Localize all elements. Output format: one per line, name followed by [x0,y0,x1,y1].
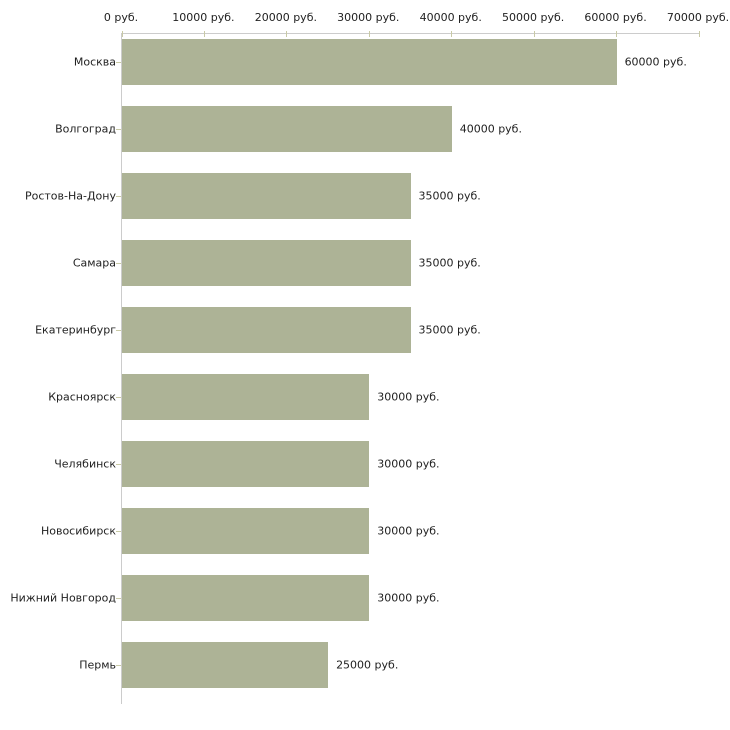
value-label: 30000 руб. [377,390,440,404]
x-tick-label: 50000 руб. [502,11,565,24]
bar [122,508,370,554]
value-label: 35000 руб. [418,189,481,203]
y-tick-mark [116,330,121,331]
x-axis: 0 руб. 10000 руб. 20000 руб. 30000 руб. 4000… [0,0,730,33]
x-tick-mark [616,31,618,37]
y-tick-mark [116,263,121,264]
value-label: 60000 руб. [624,55,687,69]
bar-row: Волгоград 40000 руб. [55,101,699,168]
value-label: 25000 руб. [336,658,399,672]
x-tick-label: 10000 руб. [172,11,235,24]
x-tick-label: 40000 руб. [419,11,482,24]
bar [122,39,617,85]
y-tick-mark [116,665,121,666]
bar-row: Новосибирск 30000 руб. [41,503,699,570]
category-label: Красноярск [48,390,116,404]
value-label: 30000 руб. [377,457,440,471]
value-label: 35000 руб. [418,323,481,337]
x-tick-label: 20000 руб. [254,11,317,24]
bar-row: Москва 60000 руб. [74,34,699,101]
x-tick-mark [121,31,123,37]
bar-row: Пермь 25000 руб. [79,637,699,704]
bar [122,374,370,420]
bar [122,106,452,152]
bar [122,307,411,353]
bar [122,441,370,487]
y-tick-mark [116,129,121,130]
bar [122,575,370,621]
bar [122,642,329,688]
category-label: Ростов-На-Дону [24,189,116,203]
bar-row: Екатеринбург 35000 руб. [35,302,699,369]
y-tick-mark [116,196,121,197]
x-tick-mark [286,31,288,37]
x-tick-label: 30000 руб. [337,11,400,24]
value-label: 35000 руб. [418,256,481,270]
category-label: Челябинск [54,457,116,471]
category-label: Новосибирск [40,524,116,538]
x-tick-mark [533,31,535,37]
category-label: Москва [73,55,116,69]
x-tick-label: 60000 руб. [584,11,647,24]
category-label: Самара [72,256,116,270]
y-tick-mark [116,62,121,63]
y-tick-mark [116,397,121,398]
value-label: 40000 руб. [459,122,522,136]
category-label: Волгоград [55,122,116,136]
bar-row: Красноярск 30000 руб. [48,369,699,436]
value-label: 30000 руб. [377,591,440,605]
bar-row: Ростов-На-Дону 35000 руб. [25,168,699,235]
x-tick-mark [203,31,205,37]
bar-row: Нижний Новгород 30000 руб. [10,570,699,637]
x-tick-mark [368,31,370,37]
bar [122,173,411,219]
y-tick-mark [116,531,121,532]
category-label: Пермь [79,658,116,672]
bar-row: Самара 35000 руб. [73,235,699,302]
y-tick-mark [116,598,121,599]
category-label: Нижний Новгород [10,591,116,605]
x-tick-label: 0 руб. [103,11,139,24]
value-label: 30000 руб. [377,524,440,538]
x-tick-label: 70000 руб. [666,11,730,24]
plot-area: Москва 60000 руб. Волгоград 40000 руб. Росто… [10,31,700,704]
x-tick-mark [698,31,700,37]
category-label: Екатеринбург [35,323,116,337]
x-tick-mark [451,31,453,37]
bar-row: Челябинск 30000 руб. [54,436,699,503]
bar [122,240,411,286]
y-tick-mark [116,464,121,465]
